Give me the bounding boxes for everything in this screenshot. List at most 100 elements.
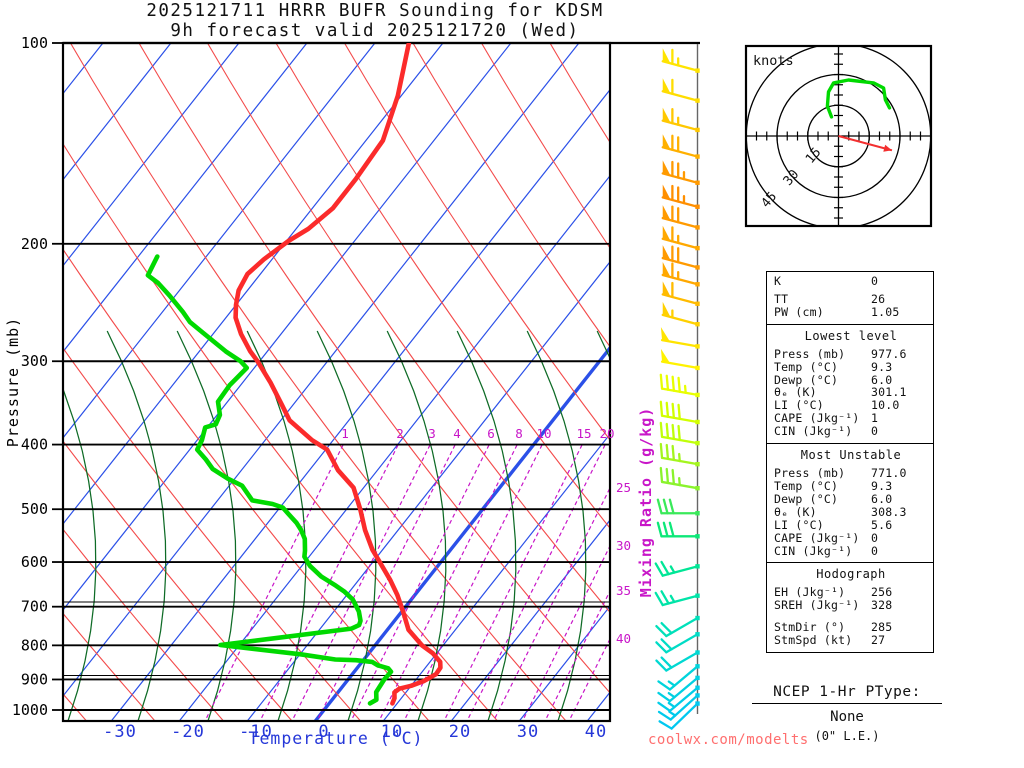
mixing-ratio-label: 2 [396,426,404,441]
pressure-tick-label: 600 [21,553,48,571]
grid-mixing-line [291,445,431,721]
chart-title: 2025121711 HRRR BUFR Sounding for KDSM 9… [50,1,700,41]
panel-row: CIN (Jkg⁻¹) 0 [774,425,928,438]
wind-barb [661,245,700,270]
panel-section-title: Lowest level [804,328,898,343]
grid-isotherm [382,433,610,721]
wind-barb [654,590,700,607]
panel-row-value: 301.1 [871,385,907,400]
dewpoint-curve [145,254,394,706]
pressure-tick-label: 300 [21,352,48,370]
pressure-tick-label: 200 [21,235,48,253]
panel-row-value: 0 [871,543,879,558]
hodograph-ring-label: 30 [781,167,803,189]
panel-row-label: CAPE (Jkg⁻¹) [774,411,860,426]
grid-mixing-line [350,445,490,721]
grid-dry-adiabat [480,43,610,249]
panel-row: Temp (°C) 9.3 [774,480,928,493]
temperature-tick-label: 20 [449,722,471,742]
grid-moist-adiabat [456,330,517,721]
mixing-ratio-label: 6 [487,426,495,441]
grid-moist-adiabat [63,387,97,721]
panel-row-label: Dewp (°C) [774,372,839,387]
panel-row-label: CIN (Jkg⁻¹) [774,424,853,439]
panel-row-label: LI (°C) [774,398,824,413]
temperature-tick-label: 0 [318,722,329,742]
panel-row-value: 0 [871,424,879,439]
panel-row-value: 1.05 [871,304,900,319]
wind-barb [658,701,700,730]
temperature-tick-label: -20 [171,722,205,742]
grid-lines [63,43,610,721]
grid-isotherm [63,43,580,698]
hodograph-wind-trace [825,78,892,119]
panel-row-label: TT [774,291,789,306]
grid-mixing-line [443,445,583,721]
panel-row: Dewp (°C) 6.0 [774,372,928,387]
grid-isotherm [63,43,172,181]
indices-panel: K 0 TT 26 PW (cm) 1.05 Lowest level Press (mb)… [766,271,934,654]
grid-dry-adiabat [63,142,498,721]
grid-moist-adiabat [176,330,237,721]
temperature-tick-label: 30 [517,722,539,742]
panel-row-value: 977.6 [871,346,907,361]
panel-row-value: 6.0 [871,491,893,506]
pressure-tick-label: 400 [21,436,48,454]
grid-mixing-line [403,445,543,721]
grid-dry-adiabat [206,43,610,614]
hodograph-ring-label: 15 [803,145,825,167]
panel-row-label: Temp (°C) [774,478,839,493]
panel-row-value: 5.6 [871,517,893,532]
panel-row-value: 285 [871,620,893,635]
wind-barb [661,160,700,185]
mixing-ratio-label: 10 [536,426,551,441]
pressure-tick-label: 900 [21,670,48,688]
panel-row: Press (mb) 771.0 [774,467,928,480]
grid-mixing-line [492,486,610,721]
panel-row: TT 26 [774,293,928,306]
panel-row: EH (Jkg⁻¹) 256 [774,586,928,599]
wind-barb [655,615,700,638]
wind-barb [657,693,700,721]
grid-mixing-line [316,445,456,721]
wind-barb [661,48,700,73]
wind-barb [657,685,700,713]
mixing-ratio-label: 4 [453,426,461,441]
panel-section-summary: K 0 TT 26 PW (cm) 1.05 [767,272,933,324]
grid-moist-adiabat [386,330,447,721]
temperature-tick-label: 10 [381,722,403,742]
wind-barb-column [654,44,700,730]
temperature-tick-label: -10 [239,722,273,742]
panel-section-title: Hodograph [816,567,886,582]
panel-row-label: θₑ (K) [774,504,817,519]
wind-barb [661,134,700,159]
panel-row-label: StmDir (°) [774,620,846,635]
grid-dry-adiabat [63,347,361,721]
panel-section-title: Most Unstable [800,448,902,463]
mixing-ratio-label: 20 [599,426,614,441]
grid-dry-adiabat [63,612,156,721]
panel-row-label: CIN (Jkg⁻¹) [774,543,853,558]
grid-dry-adiabat [63,528,224,721]
plot-frame [61,41,612,723]
panel-row: PW (cm) 1.05 [774,304,928,319]
wind-barb [659,400,700,425]
wind-barb [661,205,700,230]
storm-motion-arrow [838,135,893,152]
pressure-tick-label: 500 [21,500,48,518]
mixing-ratio-label: 15 [576,426,591,441]
wind-barb [655,650,700,672]
panel-row: LI (°C) 5.6 [774,517,928,532]
watermark-link[interactable]: coolwx.com/modelts [648,732,809,748]
panel-row-value: 308.3 [871,504,907,519]
wind-barb [661,301,700,327]
temperature-tick-label: 40 [585,722,607,742]
mixing-ratio-label: 1 [341,426,349,441]
grid-isotherm [246,260,610,721]
mixing-ratio-label: 3 [428,426,436,441]
wind-barb [656,521,700,539]
grid-dry-adiabat [63,248,430,721]
